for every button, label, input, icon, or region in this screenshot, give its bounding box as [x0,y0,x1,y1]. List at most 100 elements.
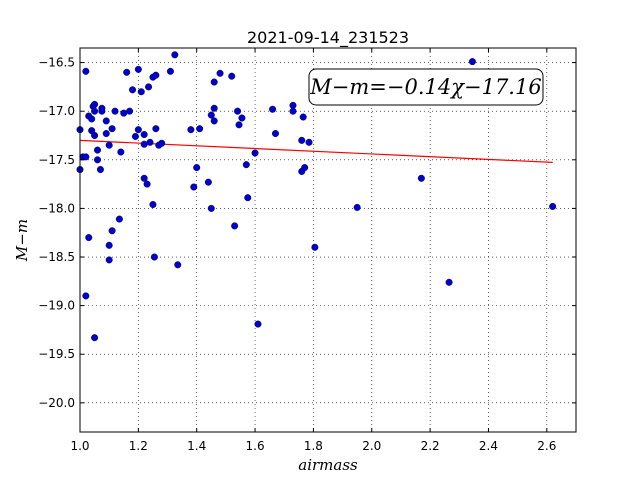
plot-frame [79,47,577,433]
y-tick-label: −18.5 [38,250,75,264]
data-point [91,334,99,342]
x-tick-label: 1.0 [70,439,89,453]
data-point [174,261,182,269]
annotation-box: M−m=−0.14χ−17.16 [308,68,544,106]
data-point [311,243,319,251]
x-tick-label: 2.0 [362,439,381,453]
data-point [207,204,215,212]
data-point [210,104,218,112]
chart-title: 2021-09-14_231523 [247,28,409,48]
data-point [417,174,425,182]
data-point [102,130,110,138]
data-point [146,138,154,146]
data-point [88,115,96,123]
data-point [207,111,215,119]
data-point [134,65,142,73]
data-point [82,153,90,161]
data-point [190,183,198,191]
data-point [145,83,153,91]
data-point [115,215,123,223]
data-points [76,51,557,342]
data-point [271,130,279,138]
data-point [299,113,307,121]
x-tick-label: 2.6 [537,439,556,453]
data-point [301,164,309,172]
data-point [254,320,262,328]
data-point [137,88,145,96]
data-point [98,104,106,112]
y-tick-label: −19.5 [38,347,75,361]
data-point [204,178,212,186]
data-point [228,72,236,80]
data-point [134,126,142,134]
data-point [187,126,195,134]
data-point [123,68,131,76]
data-point [105,141,113,149]
y-tick-label: −16.5 [38,56,75,70]
data-point [126,107,134,115]
data-point [193,164,201,172]
y-tick-label: −17.0 [38,104,75,118]
data-point [289,107,297,115]
axis-ticks: 1.0 1.2 1.4 1.6 1.8 2.0 2.2 2.4 2.6 −16.5 −17.0 −17… [38,48,576,453]
x-tick-label: 1.4 [187,439,206,453]
data-point [91,107,99,115]
data-point [96,166,104,174]
data-point [152,125,160,133]
data-point [94,156,102,164]
x-tick-label: 2.2 [421,439,440,453]
data-point [140,140,148,148]
data-point [117,148,125,156]
data-point [468,58,476,66]
grid [79,48,576,432]
y-tick-label: −18.0 [38,201,75,215]
data-point [242,161,250,169]
data-point [105,241,113,249]
data-point [196,125,204,133]
data-point [269,105,277,113]
x-axis-label: airmass [298,456,358,474]
data-point [216,69,224,77]
data-point [120,109,128,117]
data-point [298,136,306,144]
data-point [234,107,242,115]
y-tick-label: −19.0 [38,299,75,313]
data-point [445,278,453,286]
data-point [140,174,148,182]
data-point [91,100,99,108]
data-point [111,107,119,115]
data-point [108,227,116,235]
data-point [210,117,218,125]
data-point [251,149,259,157]
fit-equation: M−m=−0.14χ−17.16 [309,75,541,99]
data-point [131,132,139,140]
data-point [140,131,148,139]
x-tick-label: 2.4 [479,439,498,453]
data-point [244,194,252,202]
data-point [82,292,90,300]
data-point [150,253,158,261]
data-point [289,101,297,109]
data-point [210,78,218,86]
x-tick-label: 1.2 [129,439,148,453]
data-point [549,202,557,210]
data-point [353,203,361,211]
data-point [105,256,113,264]
data-point [149,201,157,209]
data-point [85,234,93,242]
data-point [171,51,179,59]
data-point [82,67,90,75]
data-point [238,114,246,122]
data-point [158,139,166,147]
x-tick-label: 1.8 [304,439,323,453]
y-tick-label: −20.0 [38,396,75,410]
data-point [235,121,243,129]
data-point [129,86,137,94]
data-point [108,125,116,133]
y-tick-label: −17.5 [38,153,75,167]
data-point [166,67,174,75]
data-point [231,222,239,230]
data-point [152,71,160,79]
data-point [143,180,151,188]
